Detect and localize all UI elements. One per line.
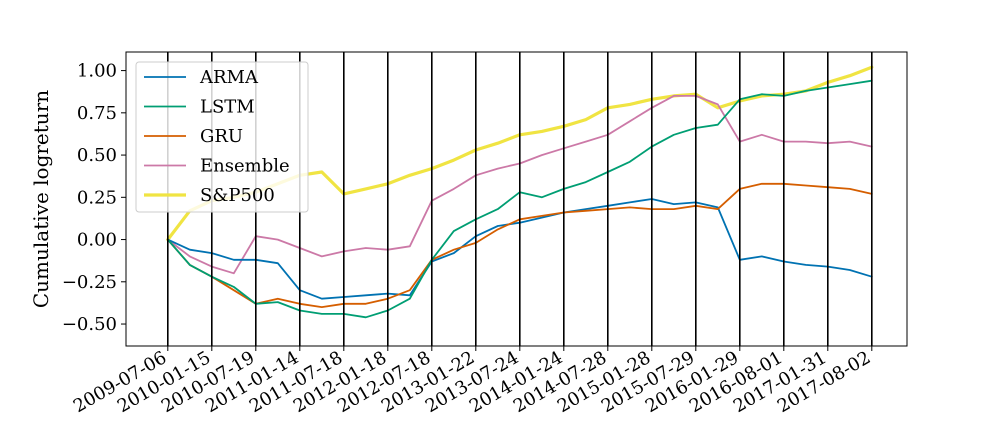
- y-tick-label: 0.75: [77, 103, 117, 124]
- plot-frame: [125, 51, 908, 347]
- y-tick-label: 0.25: [77, 187, 117, 208]
- legend-label: Ensemble: [200, 156, 290, 177]
- y-axis-label: Cumulative logreturn: [29, 90, 53, 308]
- y-axis: −0.50 −0.25 0.00 0.25 0.50 0.75 1.00: [62, 61, 126, 335]
- legend-box: [135, 61, 309, 213]
- legend-label: GRU: [200, 126, 243, 147]
- y-tick-label: −0.50: [62, 314, 117, 335]
- y-tick-label: 0.50: [77, 145, 117, 166]
- legend-label: LSTM: [200, 97, 255, 118]
- y-tick-label: −0.25: [62, 272, 117, 293]
- x-axis: 2009-07-062010-01-152010-07-192011-01-14…: [70, 346, 874, 417]
- y-tick-label: 1.00: [77, 61, 117, 82]
- y-tick-label: 0.00: [77, 230, 117, 251]
- legend-label: S&P500: [200, 185, 275, 206]
- legend-label: ARMA: [199, 67, 259, 88]
- legend: ARMA LSTM GRU Ensemble S&P500: [135, 61, 309, 213]
